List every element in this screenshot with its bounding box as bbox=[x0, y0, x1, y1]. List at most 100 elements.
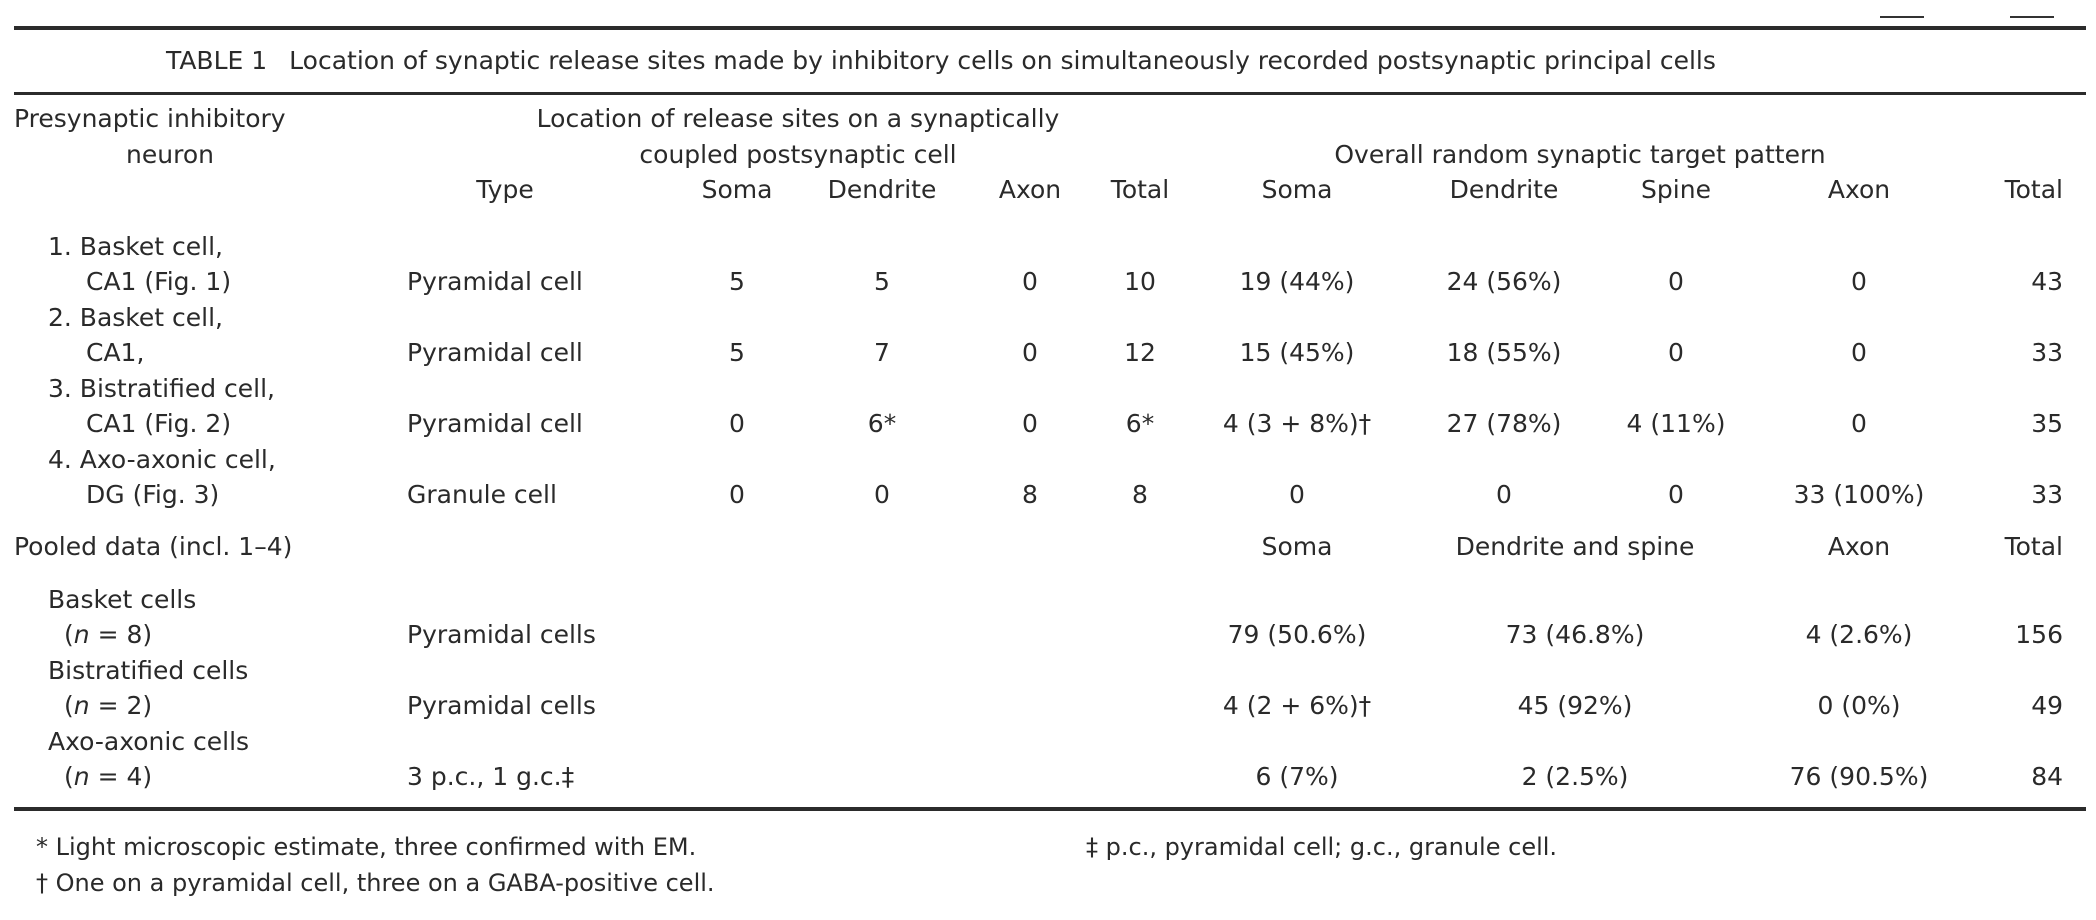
row-soma: 0 bbox=[729, 409, 745, 438]
pooled-dendrite-spine: 45 (92%) bbox=[1517, 691, 1633, 720]
row-random-dendrite: 0 bbox=[1496, 480, 1512, 509]
row-random-dendrite: 18 (55%) bbox=[1446, 338, 1562, 367]
pooled-dendrite-spine: 2 (2.5%) bbox=[1521, 762, 1629, 791]
pooled-col-axon: Axon bbox=[1827, 532, 1891, 561]
pooled-col-total: Total bbox=[2004, 532, 2063, 561]
row-type: Pyramidal cell bbox=[407, 338, 583, 367]
pooled-n: (n = 8) bbox=[64, 620, 153, 649]
pooled-axon: 0 (0%) bbox=[1817, 691, 1901, 720]
pooled-label: Pooled data (incl. 1–4) bbox=[14, 532, 293, 561]
row-random-soma: 0 bbox=[1289, 480, 1305, 509]
release-group-header-line1: Location of release sites on a synaptica… bbox=[536, 104, 1060, 133]
bottom-rule bbox=[14, 807, 2086, 811]
row-total: 8 bbox=[1132, 480, 1148, 509]
n-variable: n bbox=[73, 762, 90, 791]
row-axon: 0 bbox=[1022, 267, 1038, 296]
pooled-total: 156 bbox=[2015, 620, 2063, 649]
table-title: Location of synaptic release sites made … bbox=[289, 46, 1716, 75]
row-random-axon: 33 (100%) bbox=[1793, 480, 1925, 509]
pooled-col-dendrite-spine: Dendrite and spine bbox=[1455, 532, 1695, 561]
row-random-spine: 4 (11%) bbox=[1626, 409, 1726, 438]
row-soma: 5 bbox=[729, 338, 745, 367]
col-header-soma: Soma bbox=[701, 175, 773, 204]
col-header-random-total: Total bbox=[2004, 175, 2063, 204]
presynaptic-header-line1: Presynaptic inhibitory bbox=[14, 104, 286, 133]
row-axon: 8 bbox=[1022, 480, 1038, 509]
row-neuron-line1: 4. Axo-axonic cell, bbox=[48, 445, 276, 474]
row-random-soma: 4 (3 + 8%)† bbox=[1222, 409, 1372, 438]
pooled-soma: 4 (2 + 6%)† bbox=[1222, 691, 1372, 720]
row-random-total: 35 bbox=[2031, 409, 2063, 438]
row-total: 12 bbox=[1124, 338, 1156, 367]
row-random-dendrite: 27 (78%) bbox=[1446, 409, 1562, 438]
col-header-random-dendrite: Dendrite bbox=[1449, 175, 1559, 204]
row-type: Pyramidal cell bbox=[407, 409, 583, 438]
pooled-type: 3 p.c., 1 g.c.‡ bbox=[407, 762, 575, 791]
pooled-col-soma: Soma bbox=[1261, 532, 1333, 561]
row-neuron-line2: CA1, bbox=[86, 338, 145, 367]
col-header-dendrite: Dendrite bbox=[827, 175, 937, 204]
caption-rule bbox=[14, 92, 2086, 95]
footnote-double-dagger: ‡ p.c., pyramidal cell; g.c., granule ce… bbox=[1086, 833, 1558, 861]
pooled-neuron: Axo-axonic cells bbox=[48, 727, 250, 756]
col-header-axon: Axon bbox=[998, 175, 1062, 204]
pooled-axon: 76 (90.5%) bbox=[1789, 762, 1929, 791]
table-caption: TABLE 1 Location of synaptic release site… bbox=[166, 46, 1716, 76]
n-variable: n bbox=[73, 620, 90, 649]
release-group-header-line2: coupled postsynaptic cell bbox=[639, 140, 957, 169]
row-neuron-line1: 3. Bistratified cell, bbox=[48, 374, 275, 403]
row-neuron-line1: 2. Basket cell, bbox=[48, 303, 223, 332]
top-edge-mark bbox=[2010, 16, 2054, 18]
row-random-spine: 0 bbox=[1668, 480, 1684, 509]
col-header-total: Total bbox=[1110, 175, 1170, 204]
row-neuron-line2: CA1 (Fig. 1) bbox=[86, 267, 232, 296]
footnote-star: * Light microscopic estimate, three conf… bbox=[36, 833, 697, 861]
pooled-total: 84 bbox=[2031, 762, 2063, 791]
pooled-axon: 4 (2.6%) bbox=[1805, 620, 1913, 649]
row-soma: 0 bbox=[729, 480, 745, 509]
col-header-random-soma: Soma bbox=[1261, 175, 1333, 204]
col-header-type: Type bbox=[476, 175, 534, 204]
row-type: Granule cell bbox=[407, 480, 557, 509]
row-random-total: 33 bbox=[2031, 338, 2063, 367]
top-edge-mark bbox=[1880, 16, 1924, 18]
n-variable: n bbox=[73, 691, 90, 720]
row-random-axon: 0 bbox=[1851, 409, 1867, 438]
pooled-n: (n = 4) bbox=[64, 762, 153, 791]
pooled-type: Pyramidal cells bbox=[407, 691, 596, 720]
col-header-random-spine: Spine bbox=[1641, 175, 1711, 204]
row-axon: 0 bbox=[1022, 338, 1038, 367]
random-group-header: Overall random synaptic target pattern bbox=[1334, 140, 1826, 169]
row-type: Pyramidal cell bbox=[407, 267, 583, 296]
row-dendrite: 7 bbox=[874, 338, 890, 367]
row-random-spine: 0 bbox=[1668, 267, 1684, 296]
pooled-neuron: Bistratified cells bbox=[48, 656, 249, 685]
footnote-dagger: † One on a pyramidal cell, three on a GA… bbox=[36, 869, 715, 897]
pooled-soma: 6 (7%) bbox=[1255, 762, 1339, 791]
pooled-total: 49 bbox=[2031, 691, 2063, 720]
row-random-total: 43 bbox=[2031, 267, 2063, 296]
row-random-soma: 19 (44%) bbox=[1239, 267, 1355, 296]
pooled-type: Pyramidal cells bbox=[407, 620, 596, 649]
pooled-dendrite-spine: 73 (46.8%) bbox=[1505, 620, 1645, 649]
row-neuron-line2: CA1 (Fig. 2) bbox=[86, 409, 232, 438]
row-random-spine: 0 bbox=[1668, 338, 1684, 367]
row-total: 6* bbox=[1125, 409, 1155, 438]
presynaptic-header-line2: neuron bbox=[126, 140, 214, 169]
n-value: = 2) bbox=[89, 691, 153, 720]
pooled-neuron: Basket cells bbox=[48, 585, 197, 614]
row-dendrite: 6* bbox=[867, 409, 897, 438]
row-random-total: 33 bbox=[2031, 480, 2063, 509]
row-neuron-line1: 1. Basket cell, bbox=[48, 232, 223, 261]
pooled-n: (n = 2) bbox=[64, 691, 153, 720]
n-value: = 8) bbox=[89, 620, 153, 649]
row-dendrite: 0 bbox=[874, 480, 890, 509]
row-random-axon: 0 bbox=[1851, 267, 1867, 296]
n-value: = 4) bbox=[89, 762, 153, 791]
row-axon: 0 bbox=[1022, 409, 1038, 438]
table-label: TABLE 1 bbox=[166, 46, 268, 75]
row-random-dendrite: 24 (56%) bbox=[1446, 267, 1562, 296]
row-dendrite: 5 bbox=[874, 267, 890, 296]
row-soma: 5 bbox=[729, 267, 745, 296]
top-rule bbox=[14, 26, 2086, 30]
